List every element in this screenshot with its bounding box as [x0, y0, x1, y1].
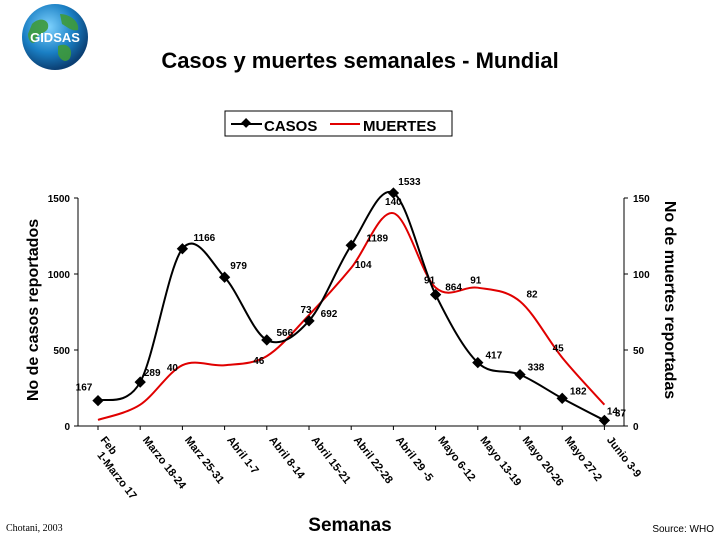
credit-text: Chotani, 2003: [6, 523, 63, 534]
y-axis-title: No de casos reportados: [25, 219, 42, 401]
x-tick-label: Abril 8-14: [266, 434, 307, 482]
data-point-casos: [92, 394, 104, 407]
data-label-casos: 1166: [194, 233, 216, 244]
x-tick-label: Marzo 18-24: [140, 434, 189, 492]
logo-text: GIDSAS: [30, 30, 80, 45]
data-label-casos: 566: [276, 328, 293, 339]
x-tick-label: Feb1-Marzo 17: [88, 434, 148, 501]
x-tick-label: Mayo 20-26: [520, 434, 566, 488]
data-point-casos: [261, 334, 273, 346]
y2-tick-label: 0: [633, 422, 639, 433]
data-label-muertes: 82: [526, 289, 538, 300]
data-point-casos: [176, 243, 189, 255]
data-label-muertes: 46: [253, 356, 265, 367]
data-label-muertes: 140: [385, 197, 402, 208]
y-ticks: 0 500 1000 1500 0 50 100 150: [48, 194, 650, 433]
data-point-casos: [556, 392, 568, 404]
data-point-casos: [514, 368, 526, 381]
x-axis-title: Semanas: [308, 515, 392, 536]
data-point-casos: [429, 289, 442, 301]
data-point-casos: [472, 356, 484, 369]
data-label-muertes: 45: [553, 344, 565, 355]
x-tick-label: Marz 25-31: [182, 434, 226, 486]
x-tick-label: Abril 1-7: [224, 434, 261, 476]
y2-tick-label: 50: [633, 346, 645, 357]
series-line-muertes: [97, 212, 606, 421]
y-tick-label: 1500: [48, 194, 71, 205]
data-label-casos: 1189: [366, 233, 388, 244]
data-point-casos: [134, 376, 146, 388]
y2-tick-label: 150: [633, 194, 650, 205]
x-tick-label: Abril 22-28: [351, 434, 395, 486]
data-label-casos: 417: [485, 351, 502, 362]
data-label-casos: 864: [445, 283, 462, 294]
data-label-casos: 182: [570, 386, 587, 397]
data-label-casos: 692: [321, 309, 338, 320]
x-tick-label: Mayo 6-12: [435, 434, 477, 483]
data-label-casos: 338: [528, 363, 545, 374]
data-point-casos: [218, 271, 231, 283]
x-tick-label: Junio 3-9: [604, 434, 643, 479]
data-label-casos: 167: [76, 383, 93, 394]
data-point-casos: [303, 315, 315, 327]
globe-logo: GIDSAS: [22, 4, 88, 70]
data-point-casos: [598, 414, 611, 427]
data-point-casos: [345, 239, 357, 251]
x-tick-label: Abril 15-21: [309, 434, 353, 486]
data-label-muertes: 104: [355, 260, 372, 271]
legend-label-casos: CASOS: [264, 118, 317, 135]
y-tick-label: 0: [64, 422, 70, 433]
data-label-casos: 1533: [398, 177, 421, 188]
y2-tick-label: 100: [633, 270, 650, 281]
data-label-casos: 289: [144, 368, 161, 379]
data-label-muertes: 14: [607, 407, 619, 418]
y2-axis-title: No de muertes reportadas: [661, 201, 678, 399]
data-label-casos: 37: [615, 408, 627, 419]
y-tick-label: 500: [53, 346, 70, 357]
chart-title: Casos y muertes semanales - Mundial: [161, 48, 559, 73]
series-casos: 167 289 1166 979 566 692 1189 1533 864 417 338 182 3…: [76, 177, 627, 427]
legend-label-muertes: MUERTES: [363, 118, 436, 135]
data-label-muertes: 73: [300, 305, 312, 316]
data-label-muertes: 40: [167, 363, 179, 374]
x-tick-label-part: 1-Marzo 17: [94, 450, 138, 502]
x-tick-label: Mayo 13-19: [477, 434, 523, 488]
source-text: Source: WHO: [652, 524, 714, 535]
data-label-muertes: 91: [470, 276, 482, 287]
legend: CASOS MUERTES: [224, 110, 453, 137]
x-tick-label: Mayo 27-2: [562, 434, 604, 483]
y-tick-label: 1000: [48, 270, 71, 281]
x-tick-label: Abril 29 -5: [393, 434, 435, 483]
series-line-casos: [97, 190, 605, 422]
data-label-casos: 979: [230, 261, 247, 272]
data-point-casos: [387, 187, 400, 199]
